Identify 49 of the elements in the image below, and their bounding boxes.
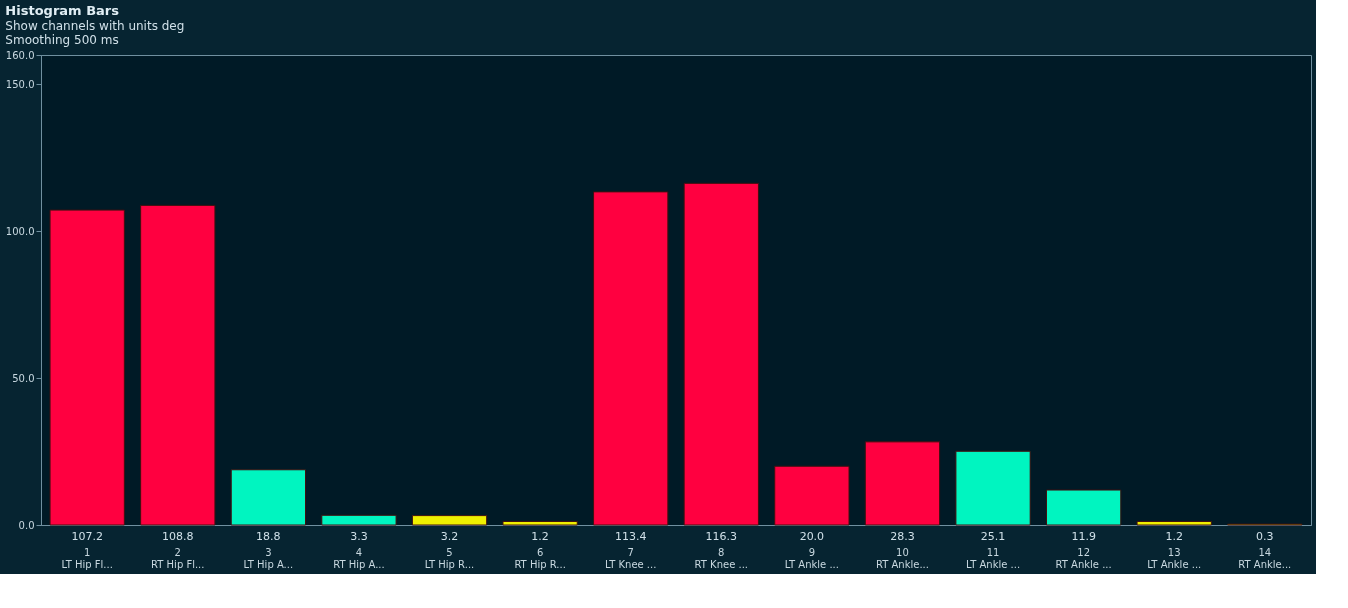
x-tick-label: 10 RT Ankle...	[875, 546, 929, 570]
x-tick-label: 9 LT Ankle ...	[784, 546, 839, 570]
y-tick-label: 100.0	[5, 225, 35, 237]
data-label: 3.2	[440, 530, 459, 543]
bar	[774, 465, 850, 526]
y-tick-label: 150.0	[5, 78, 35, 90]
bar	[49, 209, 125, 526]
data-label: 3.3	[350, 530, 368, 543]
x-tick-label: 2 RT Hip Fl...	[151, 546, 205, 570]
x-tick-label: 1 LT Hip Fl...	[61, 546, 113, 570]
y-tick-label: 50.0	[12, 372, 35, 384]
x-tick-label: 14 RT Ankle...	[1238, 546, 1292, 570]
data-label: 1.2	[531, 530, 549, 543]
data-label: 25.1	[980, 530, 1006, 543]
y-tick-label: 160.0	[5, 49, 35, 61]
x-tick-label: 11 LT Ankle ...	[965, 546, 1021, 570]
text: Show channels with units deg	[5, 19, 185, 33]
x-tick-label: 12 RT Ankle ...	[1055, 546, 1112, 570]
bar	[593, 191, 669, 526]
bar	[321, 514, 397, 526]
data-label: 28.3	[890, 530, 915, 543]
bar	[1045, 489, 1122, 526]
bar	[683, 182, 759, 526]
chart-title: Histogram Bars	[5, 3, 120, 18]
data-label: 0.3	[1256, 530, 1274, 543]
y-tick-label: 0.0	[18, 519, 35, 531]
x-tick-label: 3 LT Hip A...	[243, 546, 294, 570]
data-label: 113.4	[614, 530, 647, 543]
bar	[140, 204, 216, 526]
bar	[411, 515, 488, 526]
x-tick-label: 7 LT Knee ...	[605, 546, 657, 570]
data-label: 18.8	[256, 530, 281, 543]
data-label: 20.0	[799, 530, 825, 543]
bar	[502, 520, 578, 526]
data-label: 116.3	[705, 530, 738, 543]
bar	[230, 469, 307, 526]
data-label: 11.9	[1071, 530, 1096, 543]
text: Smoothing 500 ms	[5, 33, 119, 47]
data-label: 107.2	[71, 530, 103, 543]
data-label: 1.2	[1165, 530, 1183, 543]
x-tick-label: 4 RT Hip A...	[333, 546, 385, 570]
x-tick-label: 8 RT Knee ...	[694, 546, 749, 570]
x-tick-label: 13 LT Ankle ...	[1147, 546, 1202, 570]
bar	[955, 450, 1031, 526]
x-tick-label: 6 RT Hip R...	[514, 546, 566, 570]
data-label: 108.8	[162, 530, 194, 543]
x-tick-label: 5 LT Hip R...	[424, 546, 475, 570]
bar	[1136, 520, 1212, 526]
bar	[864, 441, 941, 526]
